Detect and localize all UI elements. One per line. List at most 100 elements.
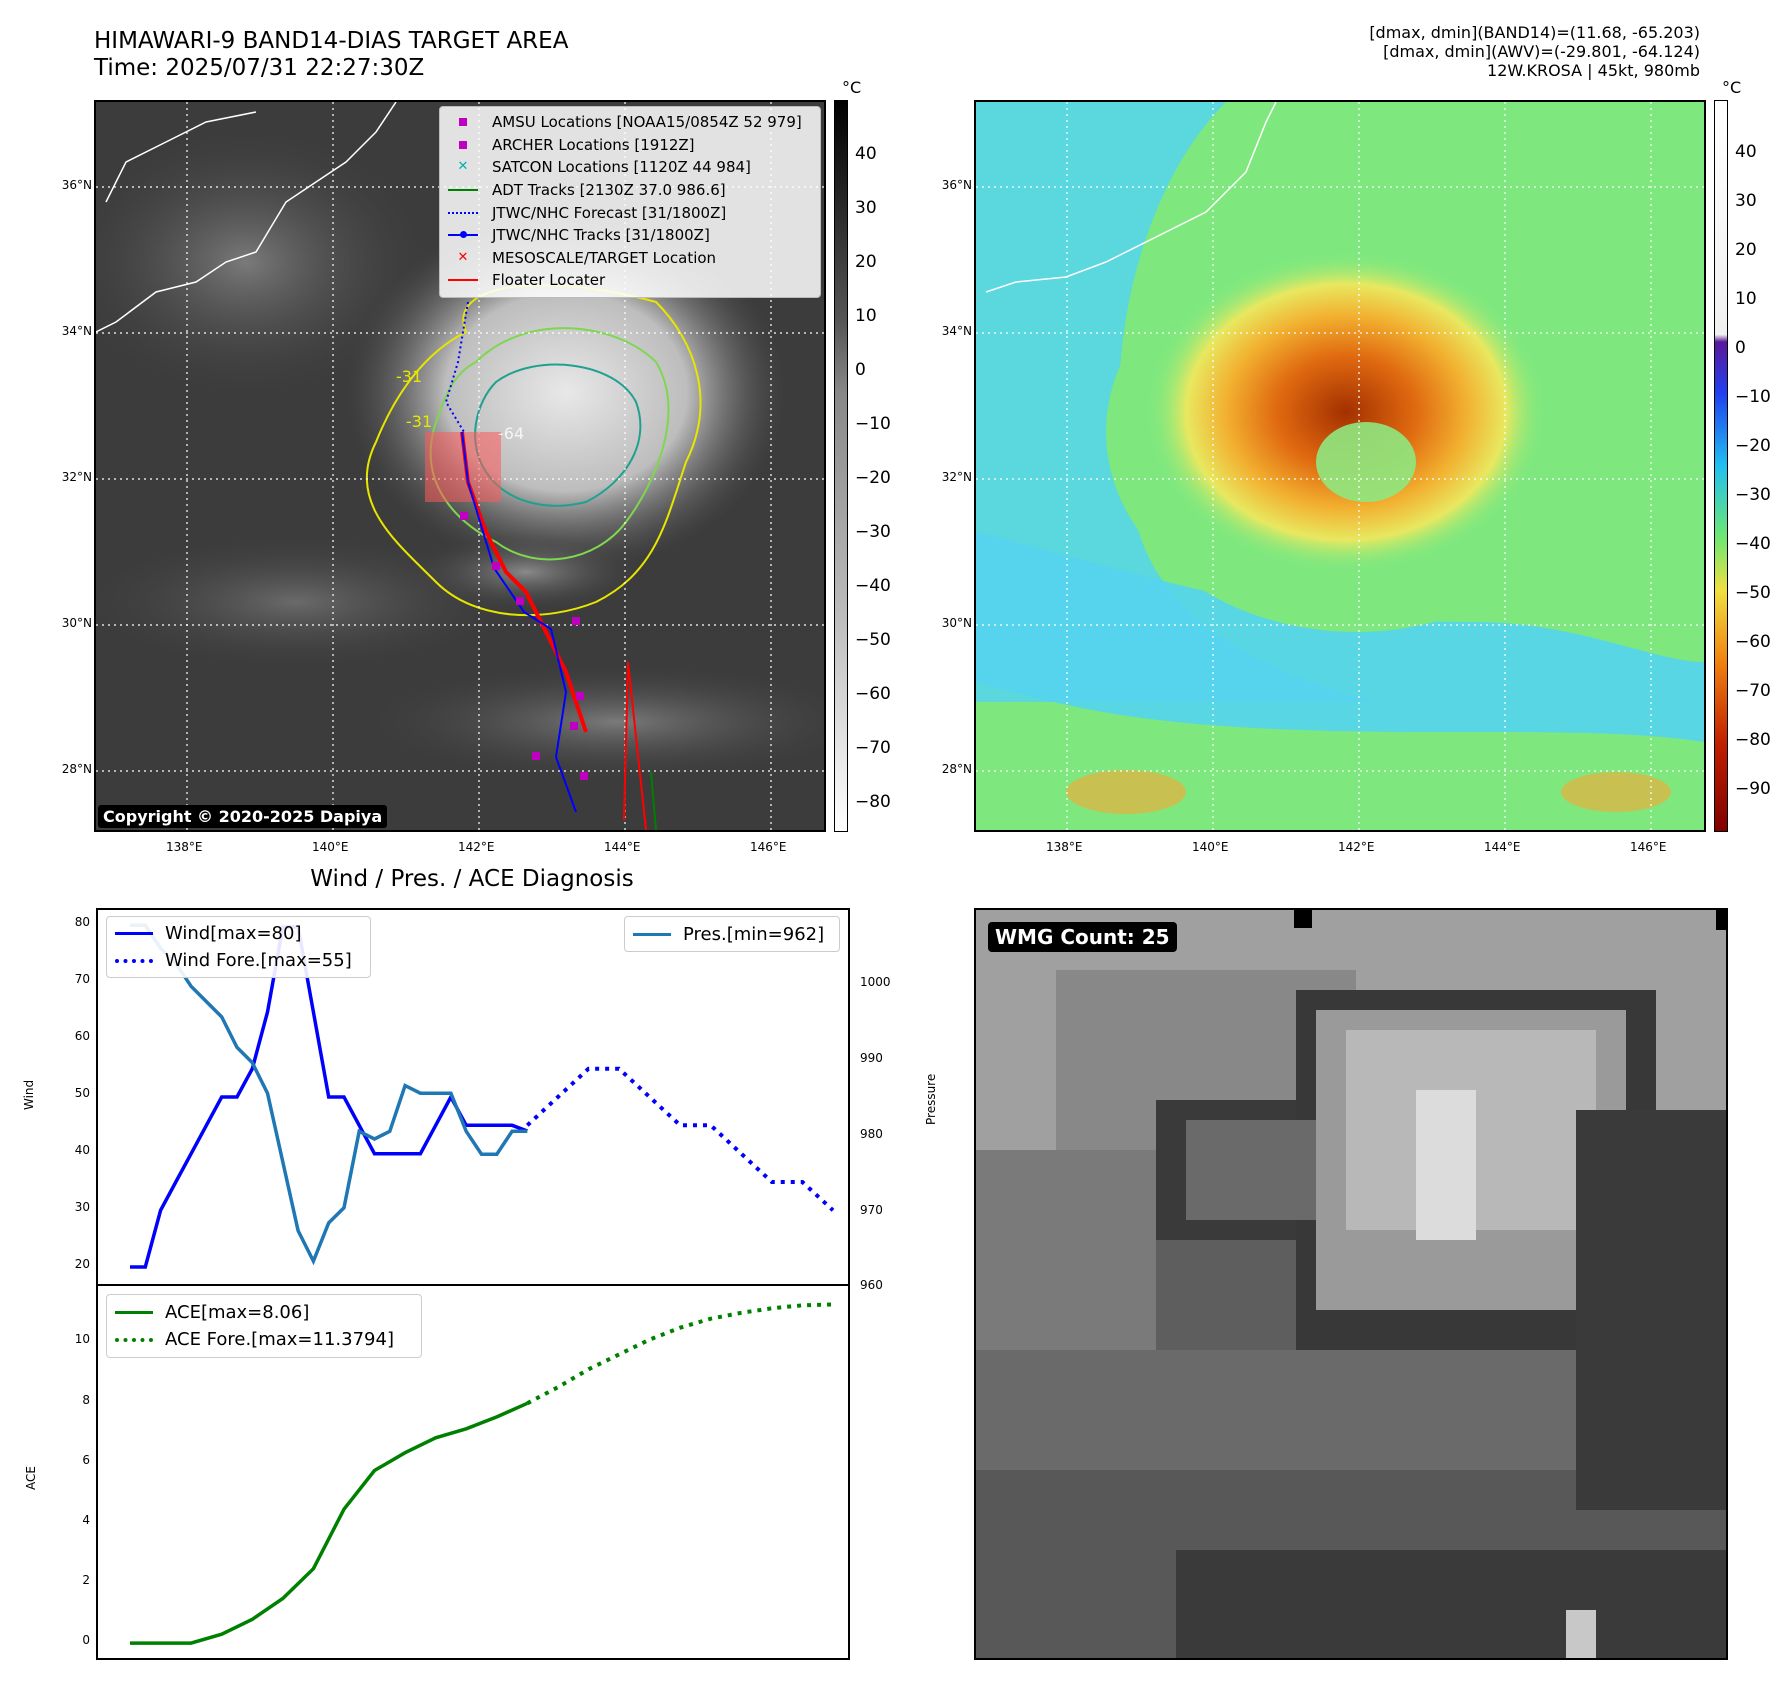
contour-label-1: -64 [498,424,524,443]
cb-tick: 40 [855,144,877,164]
legend-label: Floater Locater [492,271,606,290]
ytick-right: 980 [860,1127,883,1141]
cb-tick: −40 [855,576,891,596]
title-line2: Time: 2025/07/31 22:27:30Z [94,55,425,81]
info-line3: 12W.KROSA | 45kt, 980mb [1487,61,1700,80]
cb-tick: −30 [1735,485,1771,505]
cb-tick: −10 [1735,387,1771,407]
lon-label: 142°E [458,840,495,854]
wind-ylabel: Wind [22,1079,36,1110]
solid-line-icon [633,933,671,936]
ytick: 6 [82,1453,90,1467]
legend-label: Wind Fore.[max=55] [165,950,352,971]
wmg-image [976,910,1726,1658]
cb-tick: 0 [855,360,866,380]
wind-pressure-chart: Wind[max=80] Wind Fore.[max=55] Pres.[mi… [96,908,850,1286]
ytick: 30 [74,1200,90,1214]
line-dot-icon [448,228,478,242]
lat-label: 36°N [941,178,972,192]
series-line-1 [525,1066,835,1212]
cb-tick: −50 [855,630,891,650]
legend-label: Wind[max=80] [165,923,302,944]
info-line1: [dmax, dmin](BAND14)=(11.68, -65.203) [1369,23,1700,42]
right-lon-labels: 138°E 140°E 142°E 144°E 146°E [974,840,1706,856]
title-line1: HIMAWARI-9 BAND14-DIAS TARGET AREA [94,28,569,54]
solid-line-icon [115,932,153,935]
cb-tick: −80 [855,792,891,812]
legend-ace-fore: ACE Fore.[max=11.3794] [107,1326,421,1353]
legend-label: ADT Tracks [2130Z 37.0 986.6] [492,181,726,200]
cb-tick: 20 [1735,240,1757,260]
cb-tick: −80 [1735,730,1771,750]
cb-tick: −70 [855,738,891,758]
lon-label: 140°E [1192,840,1229,854]
cb-tick: −30 [855,522,891,542]
contour-label-0: -31 [396,367,422,386]
square-marker-icon [448,138,478,152]
legend-item-jtwc-tracks: JTWC/NHC Tracks [31/1800Z] [440,224,820,247]
dotted-line-icon [115,1337,153,1342]
contour-label-2: -31 [406,412,432,431]
legend-item-archer: ARCHER Locations [1912Z] [440,134,820,157]
ytick: 2 [82,1573,90,1587]
lon-label: 144°E [604,840,641,854]
pres-legend: Pres.[min=962] [624,916,840,952]
ytick: 0 [82,1633,90,1647]
ace-chart: ACE[max=8.06] ACE Fore.[max=11.3794] [96,1284,850,1660]
pres-yticks: 1000 990 980 970 960 [856,908,916,1292]
legend-item-floater: Floater Locater [440,269,820,292]
legend-pres: Pres.[min=962] [625,921,839,948]
left-lon-labels: 138°E 140°E 142°E 144°E 146°E [94,840,826,856]
lon-label: 138°E [1046,840,1083,854]
ace-ylabel: ACE [24,1466,38,1490]
legend-label: MESOSCALE/TARGET Location [492,248,717,267]
colorbar-unit-right: °C [1722,78,1742,97]
ytick: 70 [74,972,90,986]
wind-legend: Wind[max=80] Wind Fore.[max=55] [106,916,371,978]
cb-tick: −20 [855,468,891,488]
pres-ylabel: Pressure [924,1073,938,1125]
ytick-right: 960 [860,1278,883,1292]
colorbar-unit-left: °C [842,78,862,97]
wind-yticks: 80 70 60 50 40 30 20 [40,908,94,1286]
legend-item-mesoscale: ✕ MESOSCALE/TARGET Location [440,247,820,270]
legend-label: ACE[max=8.06] [165,1302,310,1323]
cb-tick: −90 [1735,779,1771,799]
right-lat-labels: 36°N 34°N 32°N 30°N 28°N [940,100,972,832]
awv-map-svg [976,102,1704,830]
x-marker-icon: ✕ [457,159,469,175]
colorbar-left [834,100,848,832]
cb-tick: 10 [855,306,877,326]
ytick: 4 [82,1513,90,1527]
lat-label: 32°N [941,470,972,484]
series-line-2 [130,923,528,1266]
line-icon [448,273,478,287]
legend-item-amsu: AMSU Locations [NOAA15/0854Z 52 979] [440,111,820,134]
legend-label: ACE Fore.[max=11.3794] [165,1329,394,1350]
info-block: [dmax, dmin](BAND14)=(11.68, -65.203) [d… [1369,23,1700,80]
ytick: 40 [74,1143,90,1157]
cb-tick: 0 [1735,338,1746,358]
ytick: 20 [74,1257,90,1271]
square-marker-icon [448,115,478,129]
lat-label: 34°N [61,324,92,338]
legend-label: SATCON Locations [1120Z 44 984] [492,158,751,177]
solid-line-icon [115,1311,153,1314]
x-marker-icon: ✕ [457,249,469,265]
cb-tick: 10 [1735,289,1757,309]
legend-label: ARCHER Locations [1912Z] [492,135,695,154]
legend-item-adt: ADT Tracks [2130Z 37.0 986.6] [440,179,820,202]
legend-label: JTWC/NHC Forecast [31/1800Z] [492,203,727,222]
series-line-0 [130,925,528,1269]
ir-map-left: -64 -31 -31 AMSU Locations [NOAA15/0854Z… [94,100,826,832]
legend-wind: Wind[max=80] [107,920,370,947]
dotted-line-icon [448,206,478,220]
lon-label: 144°E [1484,840,1521,854]
cb-tick: −40 [1735,534,1771,554]
cb-tick: 20 [855,252,877,272]
lat-label: 36°N [61,178,92,192]
copyright-badge: Copyright © 2020-2025 Dapiya [98,805,388,828]
lon-label: 142°E [1338,840,1375,854]
cb-tick: 40 [1735,142,1757,162]
cb-tick: −60 [855,684,891,704]
